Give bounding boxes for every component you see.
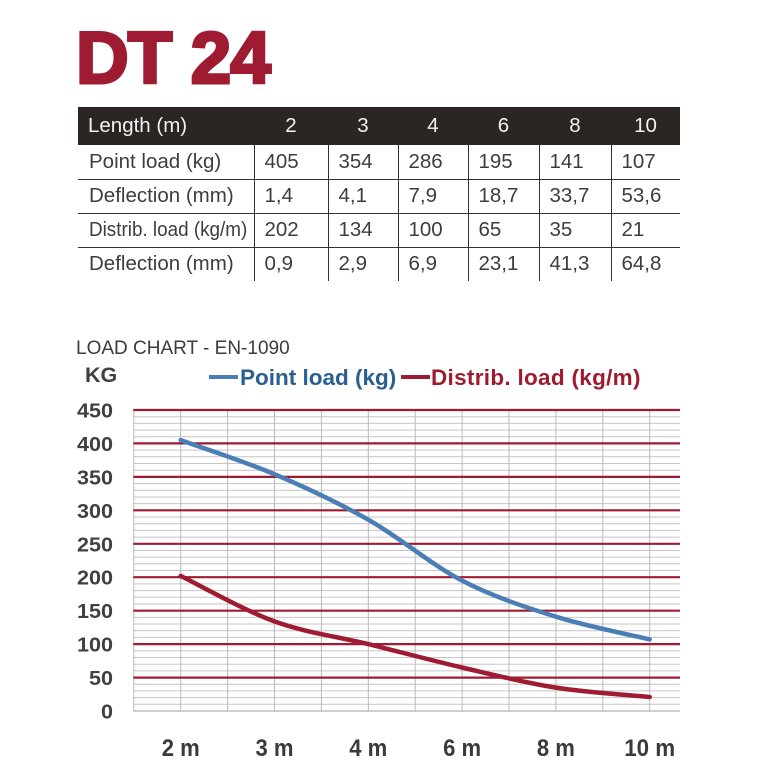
svg-text:4 m: 4 m — [349, 735, 387, 762]
svg-text:2 m: 2 m — [162, 735, 200, 762]
svg-text:100: 100 — [77, 634, 113, 657]
svg-text:200: 200 — [77, 567, 113, 590]
svg-text:450: 450 — [77, 400, 113, 423]
svg-text:350: 350 — [77, 466, 113, 489]
svg-text:3 m: 3 m — [256, 735, 294, 762]
svg-text:300: 300 — [77, 500, 113, 523]
svg-text:8 m: 8 m — [537, 735, 575, 762]
svg-text:150: 150 — [77, 600, 113, 623]
svg-text:250: 250 — [77, 533, 113, 556]
svg-text:6 m: 6 m — [443, 735, 481, 762]
svg-text:50: 50 — [89, 667, 113, 690]
svg-text:0: 0 — [101, 701, 113, 724]
svg-text:400: 400 — [77, 433, 113, 456]
svg-text:10 m: 10 m — [624, 735, 675, 762]
